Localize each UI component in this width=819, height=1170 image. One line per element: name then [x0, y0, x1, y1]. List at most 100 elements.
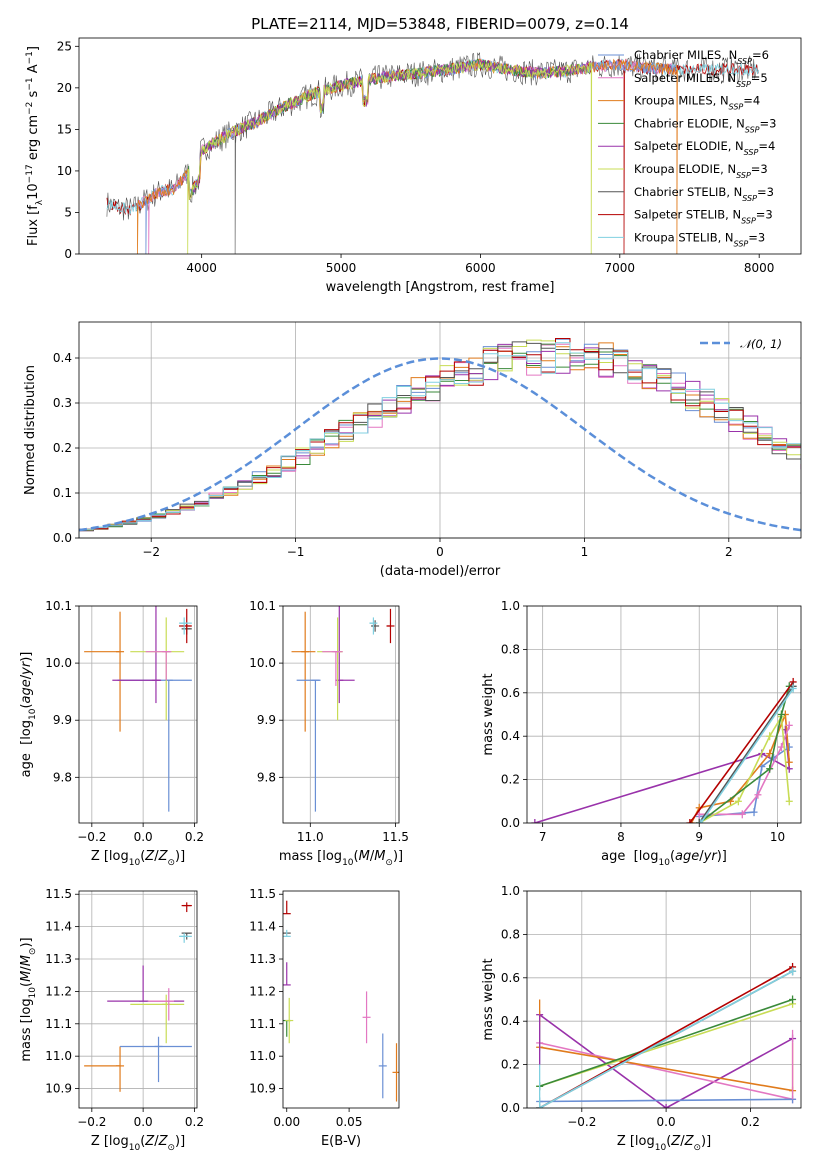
axes-frame: [526, 890, 802, 1109]
plot-area: [531, 677, 797, 823]
y-tick-label: 11.0: [249, 1049, 276, 1063]
y-tick-label: 0.6: [501, 686, 520, 700]
x-tick-label: 7000: [605, 261, 636, 275]
x-axis-label: Z [log10(Z/Z⊙)]: [91, 849, 185, 868]
weight-series-line: [539, 1014, 793, 1108]
weight-series-line: [689, 681, 794, 823]
age-weight-panel: 7 8 9 10 0.0 0.2 0.4 0.6 0.8 1.0 age [log10(age/yr…: [481, 599, 802, 868]
spectrum-series-line: [137, 59, 677, 254]
y-tick-label: 11.2: [249, 984, 276, 998]
residuals-panel: −2 −1 0 1 2 0.0 0.1 0.2 0.3 0.4 (data-model)/error…: [23, 321, 802, 579]
z-weight-panel: −0.2 0.0 0.2 0.0 0.2 0.4 0.6 0.8 1.0 Z [log10(Z/Z…: [481, 884, 802, 1153]
x-axis-label: Z [log10(Z/Z⊙)]: [617, 1134, 711, 1153]
y-tick-label: 11.3: [45, 952, 72, 966]
axes-frame: [78, 605, 198, 824]
y-axis-label: Flux [fλ10−17 erg cm−2 s−1 A−1]: [25, 46, 45, 246]
y-axis-label: mass weight: [481, 958, 496, 1040]
y-tick-label: 9.8: [53, 770, 72, 784]
z-age-panel: −0.2 0.0 0.2 9.8 9.9 10.0 10.1 Z [log10(Z/Z⊙)] a…: [19, 599, 204, 868]
histogram-step: [79, 338, 801, 538]
weight-series-line: [690, 714, 791, 823]
spectrum-series-line: [137, 57, 677, 254]
y-tick-label: 1.0: [501, 884, 520, 898]
spectrum-series-line: [106, 58, 759, 254]
legend-label: Salpeter ELODIE, NSSP=4: [634, 139, 775, 157]
x-tick-label: 0: [436, 545, 444, 559]
spectrum-series-line: [187, 61, 593, 254]
y-tick-label: 11.2: [45, 984, 72, 998]
y-tick-label: 15: [57, 122, 72, 136]
axes-frame: [78, 890, 198, 1109]
legend-label: Kroupa ELODIE, NSSP=3: [634, 162, 768, 180]
y-tick-label: 25: [57, 39, 72, 53]
x-tick-label: −0.2: [77, 1115, 106, 1129]
axes-frame: [78, 37, 802, 255]
x-tick-label: 0.0: [657, 1115, 676, 1129]
legend-label: Salpeter MILES, NSSP=5: [634, 71, 768, 89]
y-tick-label: 10.1: [249, 599, 276, 613]
x-tick-label: −2: [142, 545, 160, 559]
y-tick-label: 0.4: [501, 729, 520, 743]
y-tick-label: 0.4: [501, 1014, 520, 1028]
weight-series-line: [539, 1098, 793, 1103]
plot-area: [79, 338, 801, 538]
x-tick-label: 8: [617, 830, 625, 844]
y-axis-label: mass [log10(M/M⊙)]: [19, 937, 38, 1061]
x-tick-label: 0.0: [134, 1115, 153, 1129]
histogram-step: [79, 342, 801, 538]
spectrum-panel: 4000 5000 6000 7000 8000 0 5 10 15 20 25 wavelength…: [25, 37, 802, 295]
y-tick-label: 11.1: [249, 1017, 276, 1031]
z-mass-panel: −0.2 0.0 0.2 10.9 11.0 11.1 11.2 11.3 11.4 11.5 Z …: [19, 887, 204, 1153]
weight-series-line: [539, 998, 793, 1088]
y-tick-label: 10: [57, 164, 72, 178]
legend-label: 𝒩(0, 1): [740, 337, 782, 351]
y-tick-label: 0.0: [501, 816, 520, 830]
x-axis-label: age [log10(age/yr)]: [601, 849, 727, 868]
weight-series-line: [698, 685, 794, 823]
histogram-step: [79, 338, 801, 538]
y-tick-label: 0.4: [53, 351, 72, 365]
y-tick-label: 10.1: [45, 599, 72, 613]
legend-label: Salpeter STELIB, NSSP=3: [634, 208, 773, 226]
x-tick-label: 2: [725, 545, 733, 559]
axes-frame: [282, 605, 400, 824]
spectrum-series-line: [187, 60, 592, 199]
legend-label: Kroupa STELIB, NSSP=3: [634, 230, 765, 248]
y-tick-label: 0.8: [501, 642, 520, 656]
x-tick-label: 0.2: [741, 1115, 760, 1129]
x-tick-label: 0.2: [185, 830, 204, 844]
x-tick-label: 10: [770, 830, 785, 844]
legend-label: Kroupa MILES, NSSP=4: [634, 94, 760, 112]
y-tick-label: 11.4: [45, 920, 72, 934]
figure-title: PLATE=2114, MJD=53848, FIBERID=0079, z=0…: [251, 15, 629, 33]
y-tick-label: 0.6: [501, 971, 520, 985]
histogram-step: [79, 342, 801, 538]
x-tick-label: 0.05: [336, 1115, 363, 1129]
y-tick-label: 0.2: [53, 441, 72, 455]
axes-frame: [526, 605, 802, 824]
y-tick-label: 11.0: [45, 1049, 72, 1063]
y-tick-label: 10.0: [249, 656, 276, 670]
x-axis-label: E(B-V): [321, 1134, 361, 1149]
x-tick-label: 6000: [465, 261, 496, 275]
x-tick-label: 4000: [186, 261, 217, 275]
y-tick-label: 11.5: [249, 887, 276, 901]
plot-area: [84, 902, 192, 1092]
y-tick-label: 0.8: [501, 927, 520, 941]
y-tick-label: 1.0: [501, 599, 520, 613]
x-tick-label: 0.00: [273, 1115, 300, 1129]
x-tick-label: 11.0: [297, 830, 324, 844]
gaussian-curve: [79, 357, 801, 532]
y-tick-label: 10.9: [249, 1082, 276, 1096]
plot-area: [291, 606, 395, 812]
x-tick-label: 8000: [744, 261, 775, 275]
weight-series-line: [700, 688, 794, 823]
plot-area: [283, 900, 399, 1102]
y-tick-label: 0.0: [501, 1101, 520, 1115]
grid: [79, 605, 197, 823]
spectrum-series-line: [137, 58, 678, 254]
y-tick-label: 11.5: [45, 887, 72, 901]
weight-series-line: [539, 1046, 793, 1092]
y-axis-label: age [log10(age/yr)]: [19, 652, 38, 778]
